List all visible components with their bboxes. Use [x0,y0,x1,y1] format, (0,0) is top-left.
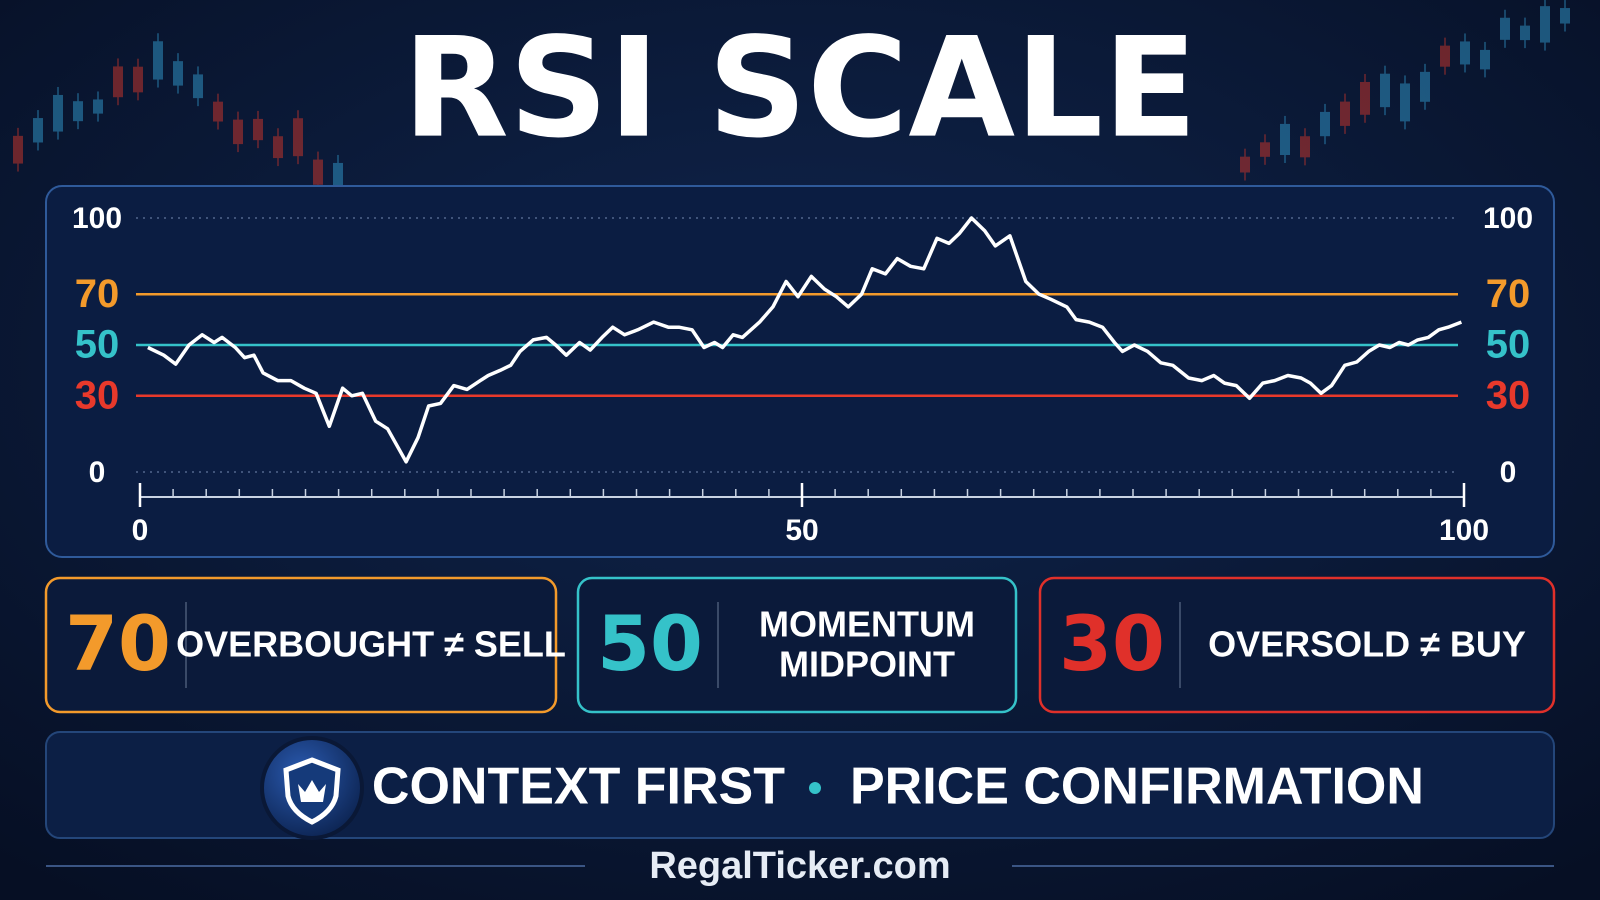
decor-body [1440,45,1450,67]
decor-body [313,159,323,185]
decor-candles [13,0,1570,195]
decor-body [1400,83,1410,122]
card-label: MIDPOINT [779,644,955,685]
x-tick-label: 50 [785,514,818,547]
rsi-line [147,216,1463,464]
decor-body [1280,123,1290,155]
y-tick-label: 100 [1483,202,1533,235]
decor-body [213,101,223,122]
decor-body [53,94,63,132]
decor-body [13,135,23,164]
decor-body [1240,156,1250,173]
card-value: 50 [597,599,703,688]
decor-body [1540,6,1550,43]
y-tick-label: 50 [1486,323,1531,367]
decor-body [193,74,203,99]
banner-text: PRICE CONFIRMATION [850,758,1424,816]
chart-panel [45,185,1555,558]
decor-body [1300,136,1310,158]
banner-text: CONTEXT FIRST [372,758,785,816]
y-tick-label: 0 [1500,456,1517,489]
decor-body [173,61,183,86]
y-tick-label: 30 [75,373,120,417]
card [1038,576,1556,714]
decor-body [133,66,143,93]
card-value: 30 [1059,599,1165,688]
card-label: OVERBOUGHT ≠ SELL [176,624,566,665]
footer: RegalTicker.com [649,845,950,887]
decor-body [1360,81,1370,115]
decor-body [1320,111,1330,137]
y-tick-label: 100 [72,202,122,235]
card-value: 70 [65,599,171,688]
decor-body [1420,71,1430,102]
decor-body [1380,73,1390,108]
title: RSI SCALE [403,8,1198,169]
y-tick-label: 30 [1486,373,1531,417]
decor-body [73,101,83,122]
decor-body [1260,142,1270,157]
decor-body [273,136,283,159]
decor-body [1460,41,1470,65]
card-label: MOMENTUM [759,604,975,645]
decor-body [33,118,43,143]
card [44,576,558,714]
y-tick-label: 50 [75,323,120,367]
decor-body [1560,8,1570,24]
decor-body [233,119,243,145]
y-tick-label: 70 [1486,272,1531,316]
decor-body [253,118,263,141]
decor-body [113,66,123,98]
banner-panel [45,731,1555,839]
crown-icon [298,780,326,802]
decor-body [153,41,163,80]
decor-body [1340,101,1350,126]
decor-body [333,162,343,187]
card [576,576,1018,714]
decor-body [1480,49,1490,70]
banner-bullet [809,782,821,794]
decor-body [93,99,103,114]
x-tick-label: 100 [1439,514,1489,547]
decor-body [1520,25,1530,41]
y-tick-label: 70 [75,272,120,316]
decor-body [1500,17,1510,40]
card-label: OVERSOLD ≠ BUY [1208,624,1526,665]
x-tick-label: 0 [132,514,149,547]
y-tick-label: 0 [89,456,106,489]
decor-body [293,118,303,157]
